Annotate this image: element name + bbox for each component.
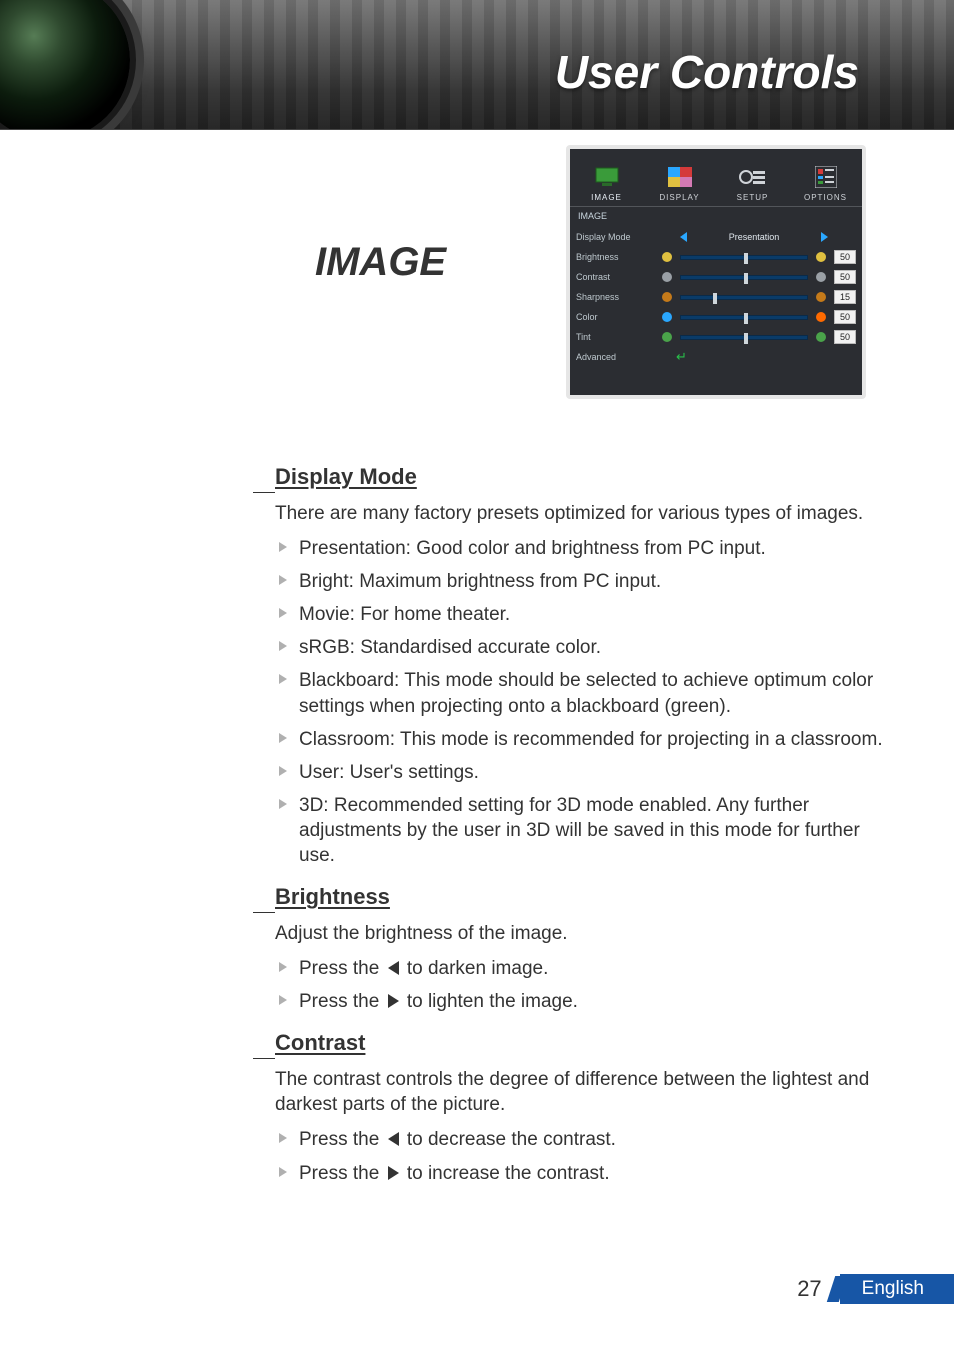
osd-row-slider[interactable]: Brightness 50 — [576, 247, 856, 267]
slider-icon-right — [814, 290, 828, 304]
osd-tabs: IMAGE DISPLAY SETUP OPTIONS — [570, 149, 862, 207]
osd-tab-label: IMAGE — [591, 193, 622, 202]
osd-tab-label: OPTIONS — [804, 193, 847, 202]
list-item: Bright: Maximum brightness from PC input… — [275, 569, 895, 594]
slider-value: 15 — [834, 290, 856, 304]
osd-row-label: Color — [576, 312, 654, 322]
content-area: Display Mode There are many factory pres… — [275, 462, 895, 1200]
osd-row-slider[interactable]: Color 50 — [576, 307, 856, 327]
list-item: User: User's settings. — [275, 760, 895, 785]
slider-track[interactable] — [680, 255, 808, 260]
page-number: 27 — [797, 1276, 821, 1302]
osd-row-slider[interactable]: Sharpness 15 — [576, 287, 856, 307]
osd-display-mode-value: Presentation — [693, 232, 815, 242]
slider-icon-left — [660, 290, 674, 304]
header-band: User Controls — [0, 0, 954, 130]
osd-tab-setup[interactable]: SETUP — [716, 149, 789, 206]
osd-row-label: Brightness — [576, 252, 654, 262]
list-item: Press the to darken image. — [275, 956, 895, 981]
slider-icon-left — [660, 310, 674, 324]
osd-tab-image[interactable]: IMAGE — [570, 149, 643, 206]
slider-track[interactable] — [680, 295, 808, 300]
osd-tab-options[interactable]: OPTIONS — [789, 149, 862, 206]
slider-icon-right — [814, 250, 828, 264]
contrast-intro: The contrast controls the degree of diff… — [275, 1067, 895, 1117]
slider-track[interactable] — [680, 275, 808, 280]
slider-icon-left — [660, 250, 674, 264]
osd-arrow-left-icon[interactable] — [680, 232, 687, 242]
osd-row-label: Advanced — [576, 352, 654, 362]
action-text: to lighten the image. — [407, 991, 578, 1012]
list-item: Classroom: This mode is recommended for … — [275, 727, 895, 752]
slider-track[interactable] — [680, 335, 808, 340]
brightness-intro: Adjust the brightness of the image. — [275, 921, 895, 946]
slider-icon-right — [814, 270, 828, 284]
osd-row-advanced[interactable]: Advanced ↵ — [576, 347, 856, 367]
slider-track[interactable] — [680, 315, 808, 320]
list-item: Press the to increase the contrast. — [275, 1161, 895, 1186]
press-text: Press the — [299, 1163, 379, 1184]
display-tab-icon — [666, 165, 694, 189]
heading-brightness: Brightness — [275, 882, 895, 911]
slider-icon-left — [660, 270, 674, 284]
setup-tab-icon — [739, 165, 767, 189]
heading-display-mode: Display Mode — [275, 462, 895, 491]
slider-icon-left — [660, 330, 674, 344]
list-item: Movie: For home theater. — [275, 602, 895, 627]
brightness-list: Press the to darken image. Press the to … — [275, 956, 895, 1014]
triangle-right-icon — [388, 1166, 399, 1180]
triangle-left-icon — [388, 961, 399, 975]
slider-icon-right — [814, 330, 828, 344]
list-item: Blackboard: This mode should be selected… — [275, 668, 895, 718]
osd-section-label: IMAGE — [570, 207, 862, 227]
press-text: Press the — [299, 991, 379, 1012]
press-text: Press the — [299, 1129, 379, 1150]
list-item: sRGB: Standardised accurate color. — [275, 635, 895, 660]
enter-icon: ↵ — [676, 349, 687, 365]
osd-rows: Display Mode Presentation Brightness50Co… — [570, 227, 862, 395]
osd-row-slider[interactable]: Contrast 50 — [576, 267, 856, 287]
action-text: to decrease the contrast. — [407, 1129, 616, 1150]
osd-row-label: Display Mode — [576, 232, 654, 242]
osd-row-label: Sharpness — [576, 292, 654, 302]
image-tab-icon — [593, 165, 621, 189]
osd-row-label: Tint — [576, 332, 654, 342]
slider-value: 50 — [834, 250, 856, 264]
osd-panel: IMAGE DISPLAY SETUP OPTIONS IMAGE Displa… — [566, 145, 866, 399]
triangle-right-icon — [388, 994, 399, 1008]
triangle-left-icon — [388, 1132, 399, 1146]
press-text: Press the — [299, 958, 379, 979]
list-item: Presentation: Good color and brightness … — [275, 536, 895, 561]
heading-contrast: Contrast — [275, 1028, 895, 1057]
lens-graphic — [0, 0, 130, 130]
footer-language: English — [840, 1274, 954, 1304]
osd-row-label: Contrast — [576, 272, 654, 282]
osd-tab-label: DISPLAY — [659, 193, 699, 202]
slider-value: 50 — [834, 270, 856, 284]
slider-value: 50 — [834, 310, 856, 324]
options-tab-icon — [812, 165, 840, 189]
list-item: Press the to lighten the image. — [275, 989, 895, 1014]
osd-arrow-right-icon[interactable] — [821, 232, 828, 242]
section-title: IMAGE — [315, 240, 446, 285]
display-mode-intro: There are many factory presets optimized… — [275, 501, 895, 526]
list-item: 3D: Recommended setting for 3D mode enab… — [275, 793, 895, 868]
footer: 27 English — [797, 1274, 954, 1304]
list-item: Press the to decrease the contrast. — [275, 1127, 895, 1152]
osd-row-slider[interactable]: Tint 50 — [576, 327, 856, 347]
osd-row-display-mode[interactable]: Display Mode Presentation — [576, 227, 856, 247]
osd-tab-display[interactable]: DISPLAY — [643, 149, 716, 206]
page-title: User Controls — [555, 45, 859, 99]
osd-tab-label: SETUP — [737, 193, 769, 202]
action-text: to darken image. — [407, 958, 549, 979]
action-text: to increase the contrast. — [407, 1163, 610, 1184]
slider-icon-right — [814, 310, 828, 324]
contrast-list: Press the to decrease the contrast. Pres… — [275, 1127, 895, 1185]
display-mode-list: Presentation: Good color and brightness … — [275, 536, 895, 868]
slider-value: 50 — [834, 330, 856, 344]
